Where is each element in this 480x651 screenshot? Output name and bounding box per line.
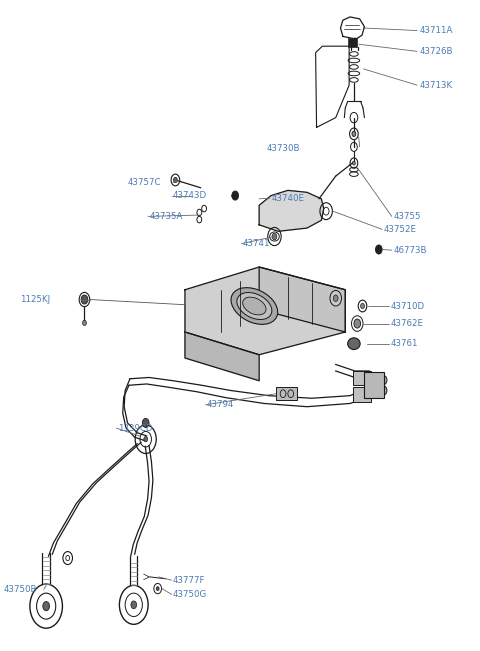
Circle shape <box>43 602 49 611</box>
Polygon shape <box>259 267 345 332</box>
Circle shape <box>272 233 277 240</box>
Circle shape <box>360 303 364 309</box>
Ellipse shape <box>231 288 278 324</box>
Text: 43794: 43794 <box>206 400 234 409</box>
Bar <box>364 372 384 398</box>
Circle shape <box>354 319 360 328</box>
Ellipse shape <box>348 338 360 350</box>
Text: 1125KJ: 1125KJ <box>20 295 50 304</box>
Circle shape <box>352 132 356 137</box>
Bar <box>276 387 298 400</box>
Polygon shape <box>185 332 259 381</box>
Circle shape <box>143 419 149 428</box>
Polygon shape <box>185 267 345 355</box>
Text: 43713K: 43713K <box>420 81 453 90</box>
Text: 1339CD: 1339CD <box>118 424 153 433</box>
Polygon shape <box>259 190 324 231</box>
Text: 43740E: 43740E <box>271 194 304 202</box>
Text: 43710D: 43710D <box>391 301 425 311</box>
Text: 43750B: 43750B <box>3 585 36 594</box>
Ellipse shape <box>243 297 266 315</box>
Circle shape <box>380 386 387 395</box>
Text: 43761: 43761 <box>391 339 418 348</box>
Text: 43741: 43741 <box>242 239 270 248</box>
Circle shape <box>380 376 387 385</box>
Circle shape <box>144 437 148 442</box>
Circle shape <box>81 295 88 304</box>
Bar <box>353 387 371 402</box>
Text: 43730B: 43730B <box>266 145 300 153</box>
Circle shape <box>173 177 177 182</box>
Circle shape <box>83 320 86 326</box>
Circle shape <box>375 245 382 254</box>
Ellipse shape <box>237 292 272 320</box>
Bar <box>348 38 357 47</box>
Text: 43777F: 43777F <box>173 575 205 585</box>
Text: 43711A: 43711A <box>420 26 453 35</box>
Text: 43726B: 43726B <box>420 47 453 56</box>
Circle shape <box>131 601 137 609</box>
Text: 43735A: 43735A <box>149 212 182 221</box>
Circle shape <box>156 587 159 590</box>
Text: 43752E: 43752E <box>384 225 417 234</box>
Text: 43757C: 43757C <box>128 178 161 187</box>
Bar <box>353 371 371 385</box>
Text: 46773B: 46773B <box>393 245 427 255</box>
Text: 43762E: 43762E <box>391 319 424 328</box>
Circle shape <box>330 290 341 306</box>
Circle shape <box>333 295 338 301</box>
Circle shape <box>352 161 355 165</box>
Text: 43743D: 43743D <box>173 191 207 200</box>
Text: 43750G: 43750G <box>173 590 207 599</box>
Circle shape <box>232 191 239 200</box>
Text: 43755: 43755 <box>393 212 420 221</box>
